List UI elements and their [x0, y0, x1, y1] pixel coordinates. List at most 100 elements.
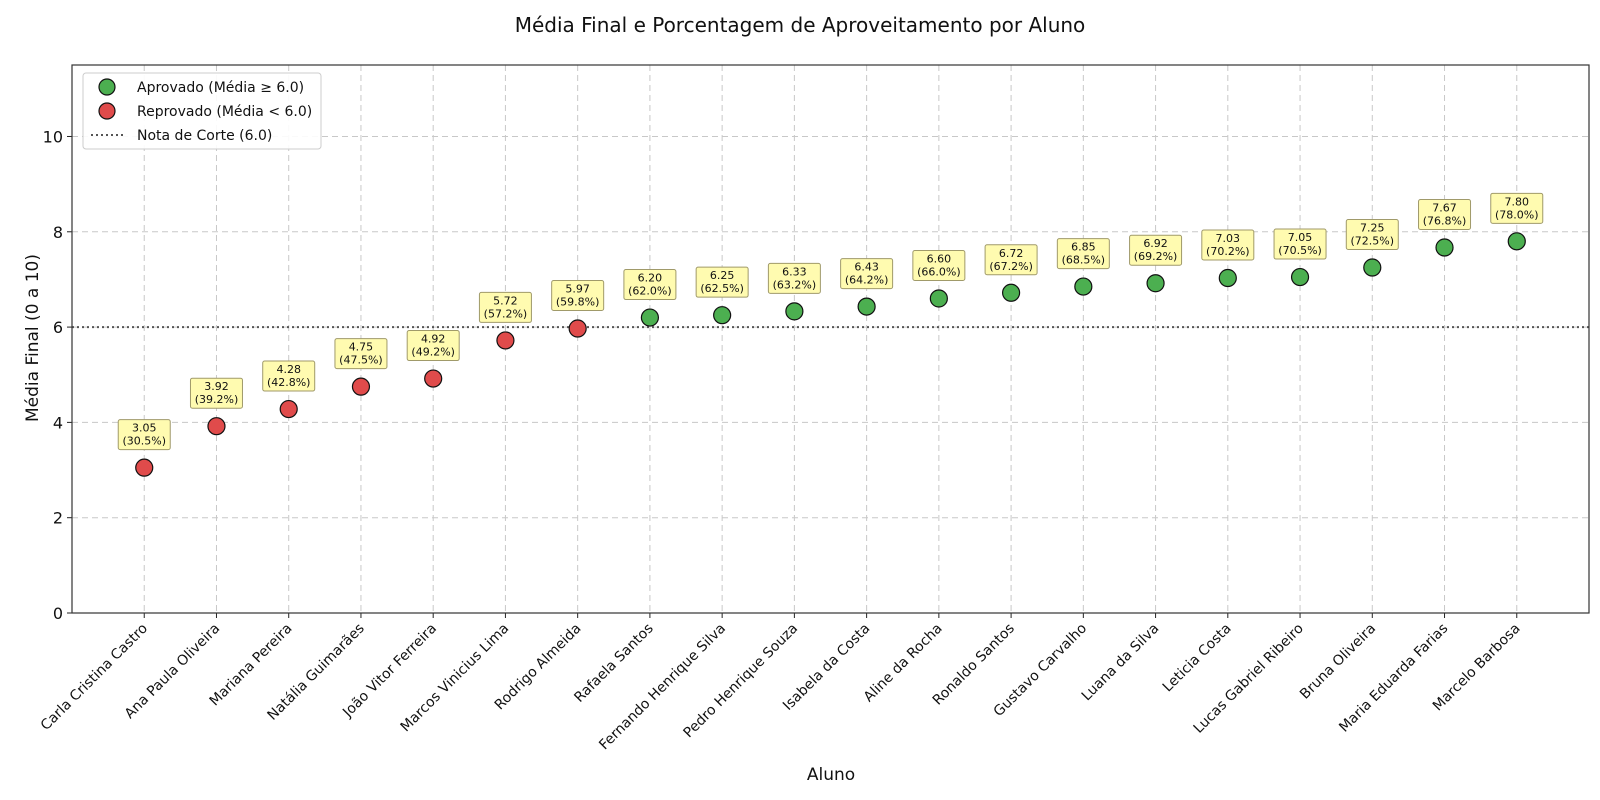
data-label-percent: (72.5%) — [1351, 235, 1395, 248]
data-label-value: 7.80 — [1505, 195, 1530, 208]
data-label-value: 6.33 — [782, 265, 807, 278]
data-label-value: 7.03 — [1216, 232, 1241, 245]
y-tick-label: 0 — [53, 604, 63, 623]
data-point — [713, 306, 732, 325]
data-label-percent: (62.0%) — [628, 285, 672, 298]
x-tick-label: Bruna Oliveira — [1297, 621, 1379, 703]
data-label-box — [1056, 238, 1110, 270]
data-point — [1363, 258, 1382, 277]
data-label-value: 6.72 — [999, 247, 1024, 260]
data-label-percent: (42.8%) — [267, 376, 311, 389]
data-label-percent: (78.0%) — [1495, 208, 1539, 221]
x-tick-label: Luana da Silva — [1079, 621, 1163, 705]
x-tick-label: Leticia Costa — [1160, 621, 1235, 696]
x-axis-label: Aluno — [807, 765, 855, 785]
data-label-box — [189, 377, 243, 409]
data-label-percent: (47.5%) — [339, 354, 383, 367]
data-label-box — [334, 338, 388, 370]
data-label-value: 4.75 — [349, 341, 374, 354]
data-label-box — [1418, 199, 1472, 231]
data-point — [1290, 267, 1310, 287]
data-label-value: 4.92 — [421, 333, 446, 346]
data-label-percent: (63.2%) — [773, 278, 817, 291]
data-label-percent: (57.2%) — [484, 307, 528, 320]
data-label-percent: (39.2%) — [195, 393, 239, 406]
legend-label: Nota de Corte (6.0) — [137, 128, 272, 144]
data-point — [857, 297, 876, 316]
data-label-box — [406, 330, 460, 362]
data-label-percent: (64.2%) — [845, 274, 889, 287]
data-label-percent: (67.2%) — [989, 260, 1033, 273]
data-point — [279, 399, 298, 419]
data-point — [1074, 277, 1093, 296]
data-label-box — [623, 269, 677, 301]
data-label-value: 7.05 — [1288, 231, 1313, 244]
data-label-box — [117, 419, 171, 451]
data-point — [351, 377, 371, 396]
data-label-box — [695, 266, 749, 298]
data-label-box — [262, 360, 316, 392]
data-label-percent: (62.5%) — [700, 282, 744, 295]
data-point — [1507, 232, 1526, 251]
x-tick-label: Fernando Henrique Silva — [596, 621, 729, 754]
data-label-percent: (70.5%) — [1278, 244, 1322, 257]
data-label-percent: (76.8%) — [1423, 215, 1467, 228]
data-label-box — [551, 280, 605, 312]
data-label-value: 6.20 — [638, 272, 663, 285]
data-point — [568, 319, 587, 338]
plot-frame — [71, 64, 1590, 614]
data-label-box — [1490, 192, 1544, 224]
data-point — [1435, 238, 1454, 257]
data-label-box — [912, 249, 966, 281]
data-label-value: 4.28 — [276, 363, 301, 376]
data-label-percent: (59.8%) — [556, 296, 600, 309]
y-tick-label: 6 — [53, 318, 63, 337]
y-tick-label: 4 — [53, 413, 63, 432]
data-label-value: 6.60 — [927, 252, 952, 265]
data-point — [785, 302, 804, 321]
legend-label: Aprovado (Média ≥ 6.0) — [137, 80, 304, 96]
data-point — [929, 289, 948, 308]
data-point — [1146, 274, 1165, 293]
legend-label: Reprovado (Média < 6.0) — [137, 104, 312, 120]
chart-title: Média Final e Porcentagem de Aproveitame… — [515, 13, 1086, 37]
data-label-percent: (70.2%) — [1206, 245, 1250, 258]
data-label-box — [1129, 234, 1183, 266]
data-label-percent: (69.2%) — [1134, 250, 1178, 263]
data-label-value: 5.72 — [493, 294, 518, 307]
data-point — [1218, 268, 1237, 288]
data-label-value: 3.92 — [204, 380, 229, 393]
legend-box — [82, 72, 322, 150]
y-axis-label: Média Final (0 a 10) — [23, 254, 43, 422]
data-label-box — [984, 244, 1038, 276]
data-label-value: 6.43 — [854, 261, 879, 274]
data-point — [640, 308, 660, 327]
data-label-box — [1273, 228, 1327, 260]
data-label-value: 7.67 — [1432, 202, 1457, 215]
y-tick-label: 8 — [53, 223, 63, 242]
legend-marker — [98, 78, 116, 96]
data-point — [207, 417, 226, 436]
data-label-value: 5.97 — [565, 283, 590, 296]
data-label-box — [767, 262, 821, 294]
data-label-percent: (68.5%) — [1062, 254, 1106, 267]
data-label-value: 6.92 — [1143, 237, 1168, 250]
data-label-percent: (30.5%) — [122, 435, 166, 448]
data-point — [424, 369, 443, 388]
data-label-box — [478, 291, 532, 323]
data-label-percent: (49.2%) — [411, 346, 455, 359]
y-tick-label: 10 — [43, 127, 63, 146]
data-point — [1001, 283, 1021, 302]
x-tick-label: Aline da Rocha — [861, 621, 946, 706]
data-point — [496, 331, 515, 350]
data-label-value: 6.25 — [710, 269, 735, 282]
data-label-box — [840, 258, 894, 290]
data-label-percent: (66.0%) — [917, 265, 961, 278]
data-label-box — [1201, 229, 1255, 261]
y-tick-label: 2 — [53, 509, 63, 528]
data-point — [135, 458, 154, 477]
data-label-value: 3.05 — [132, 422, 157, 435]
data-label-box — [1345, 219, 1399, 251]
data-label-value: 7.25 — [1360, 222, 1385, 235]
